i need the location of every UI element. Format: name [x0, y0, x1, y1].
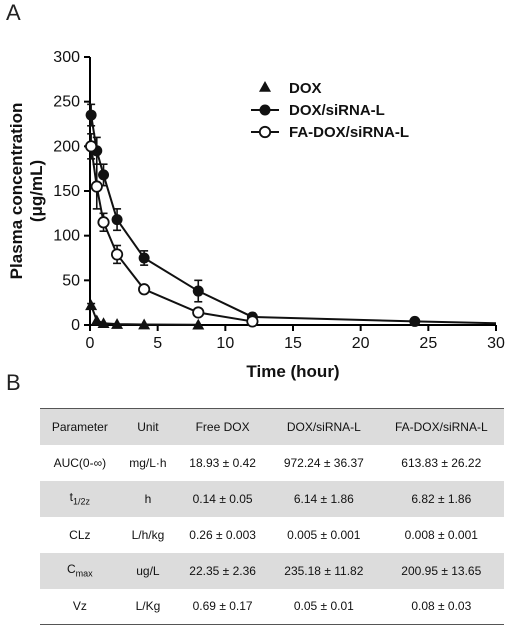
data-point — [90, 314, 103, 326]
unit-cell: ug/L — [136, 563, 160, 578]
y-tick-label: 300 — [53, 49, 80, 66]
panel-label-a: A — [6, 0, 21, 25]
data-point — [85, 299, 98, 311]
legend-marker — [259, 104, 271, 116]
data-point — [138, 318, 151, 330]
header-parameter: Parameter — [51, 419, 108, 434]
data-point — [97, 216, 110, 229]
param-cell: CLz — [69, 527, 91, 542]
table-row: CLz L/h/kg 0.26 ± 0.003 0.005 ± 0.001 0.… — [40, 517, 504, 553]
x-axis-title: Time (hour) — [246, 362, 339, 381]
legend-label: DOX/siRNA-L — [289, 102, 385, 119]
data-point — [85, 140, 98, 153]
data-point — [97, 317, 110, 329]
series-dox — [85, 299, 205, 330]
value-cell: 22.35 ± 2.36 — [189, 563, 256, 578]
y-tick-label: 200 — [53, 138, 80, 155]
param-cell: AUC(0-∞) — [53, 455, 107, 470]
data-point — [192, 285, 204, 297]
data-point — [138, 283, 151, 296]
x-tick-label: 25 — [419, 335, 437, 352]
data-point — [111, 214, 123, 226]
x-tick-label: 30 — [487, 335, 505, 352]
value-cell: 613.83 ± 26.22 — [401, 455, 482, 470]
value-cell: 6.82 ± 1.86 — [411, 491, 472, 506]
plasma-concentration-chart: 0 50 100 150 200 250 300 0 5 10 15 20 25 30 DOX DOX/si… — [7, 49, 505, 381]
value-cell: 0.69 ± 0.17 — [192, 599, 253, 614]
unit-cell: L/Kg — [135, 599, 161, 614]
x-tick-label: 5 — [153, 335, 162, 352]
x-tick-label: 10 — [216, 335, 234, 352]
data-point — [192, 306, 205, 319]
table-row: Cmax ug/L 22.35 ± 2.36 235.18 ± 11.82 20… — [40, 552, 504, 589]
header-fa-dox-sirna-l: FA-DOX/siRNA-L — [394, 419, 488, 434]
value-cell: 235.18 ± 11.82 — [284, 563, 364, 578]
header-free-dox: Free DOX — [195, 419, 250, 434]
value-cell: 0.005 ± 0.001 — [287, 527, 361, 542]
x-tick-label: 15 — [284, 335, 302, 352]
chart-axes: 0 50 100 150 200 250 300 0 5 10 15 20 25 30 — [53, 49, 505, 352]
y-tick-label: 50 — [62, 272, 80, 289]
param-cell: t1/2z — [69, 490, 91, 507]
y-tick-label: 250 — [53, 94, 80, 111]
data-point — [90, 180, 103, 193]
legend-marker — [258, 125, 272, 139]
y-tick-label: 100 — [53, 228, 80, 245]
legend-label: FA-DOX/siRNA-L — [289, 124, 409, 141]
y-tick-label: 150 — [53, 183, 80, 200]
value-cell: 200.95 ± 13.65 — [401, 563, 482, 578]
series-dox-sirna-l — [85, 103, 497, 327]
data-point — [138, 252, 150, 264]
table-header-row: Parameter Unit Free DOX DOX/siRNA-L FA-D… — [40, 408, 504, 445]
param-cell: Vz — [72, 599, 87, 614]
value-cell: 0.05 ± 0.01 — [293, 599, 354, 614]
header-unit: Unit — [137, 419, 159, 434]
value-cell: 0.08 ± 0.03 — [411, 599, 472, 614]
legend-marker — [259, 81, 271, 92]
x-tick-label: 20 — [352, 335, 370, 352]
value-cell: 6.14 ± 1.86 — [293, 491, 354, 506]
table-row: Vz L/Kg 0.69 ± 0.17 0.05 ± 0.01 0.08 ± 0… — [40, 589, 504, 625]
y-axis-title-line2: (μg/mL) — [27, 160, 46, 222]
data-point — [111, 318, 124, 329]
value-cell: 18.93 ± 0.42 — [189, 455, 256, 470]
header-dox-sirna-l: DOX/siRNA-L — [286, 419, 361, 434]
unit-cell: L/h/kg — [131, 527, 165, 542]
pk-parameter-table-wrapper: Parameter Unit Free DOX DOX/siRNA-L FA-D… — [40, 408, 504, 625]
param-cell: Cmax — [67, 562, 93, 579]
data-point — [192, 318, 205, 330]
y-tick-label: 0 — [71, 317, 80, 334]
unit-cell: h — [144, 491, 152, 506]
data-point — [246, 315, 259, 328]
value-cell: 972.24 ± 36.37 — [283, 455, 364, 470]
data-point — [110, 248, 124, 261]
series-line — [90, 146, 253, 323]
value-cell: 0.14 ± 0.05 — [192, 491, 253, 506]
chart-series — [85, 103, 497, 330]
legend-label: DOX — [289, 80, 322, 97]
data-point — [98, 169, 110, 181]
value-cell: 0.26 ± 0.003 — [189, 527, 256, 542]
x-tick-label: 0 — [86, 335, 95, 352]
panel-label-b: B — [6, 370, 21, 395]
value-cell: 0.008 ± 0.001 — [404, 527, 478, 542]
table-row: AUC(0-∞) mg/L·h 18.93 ± 0.42 972.24 ± 36… — [40, 445, 504, 481]
y-axis-title-line1: Plasma concentration — [7, 103, 26, 280]
table-row: t1/2z h 0.14 ± 0.05 6.14 ± 1.86 6.82 ± 1… — [40, 480, 504, 517]
pk-parameter-table: Parameter Unit Free DOX DOX/siRNA-L FA-D… — [40, 408, 504, 625]
data-point — [409, 315, 421, 327]
chart-legend: DOX DOX/siRNA-L FA-DOX/siRNA-L — [251, 80, 409, 141]
unit-cell: mg/L·h — [129, 455, 167, 470]
data-point — [85, 109, 97, 121]
series-fa-dox-sirna-l — [85, 133, 259, 328]
